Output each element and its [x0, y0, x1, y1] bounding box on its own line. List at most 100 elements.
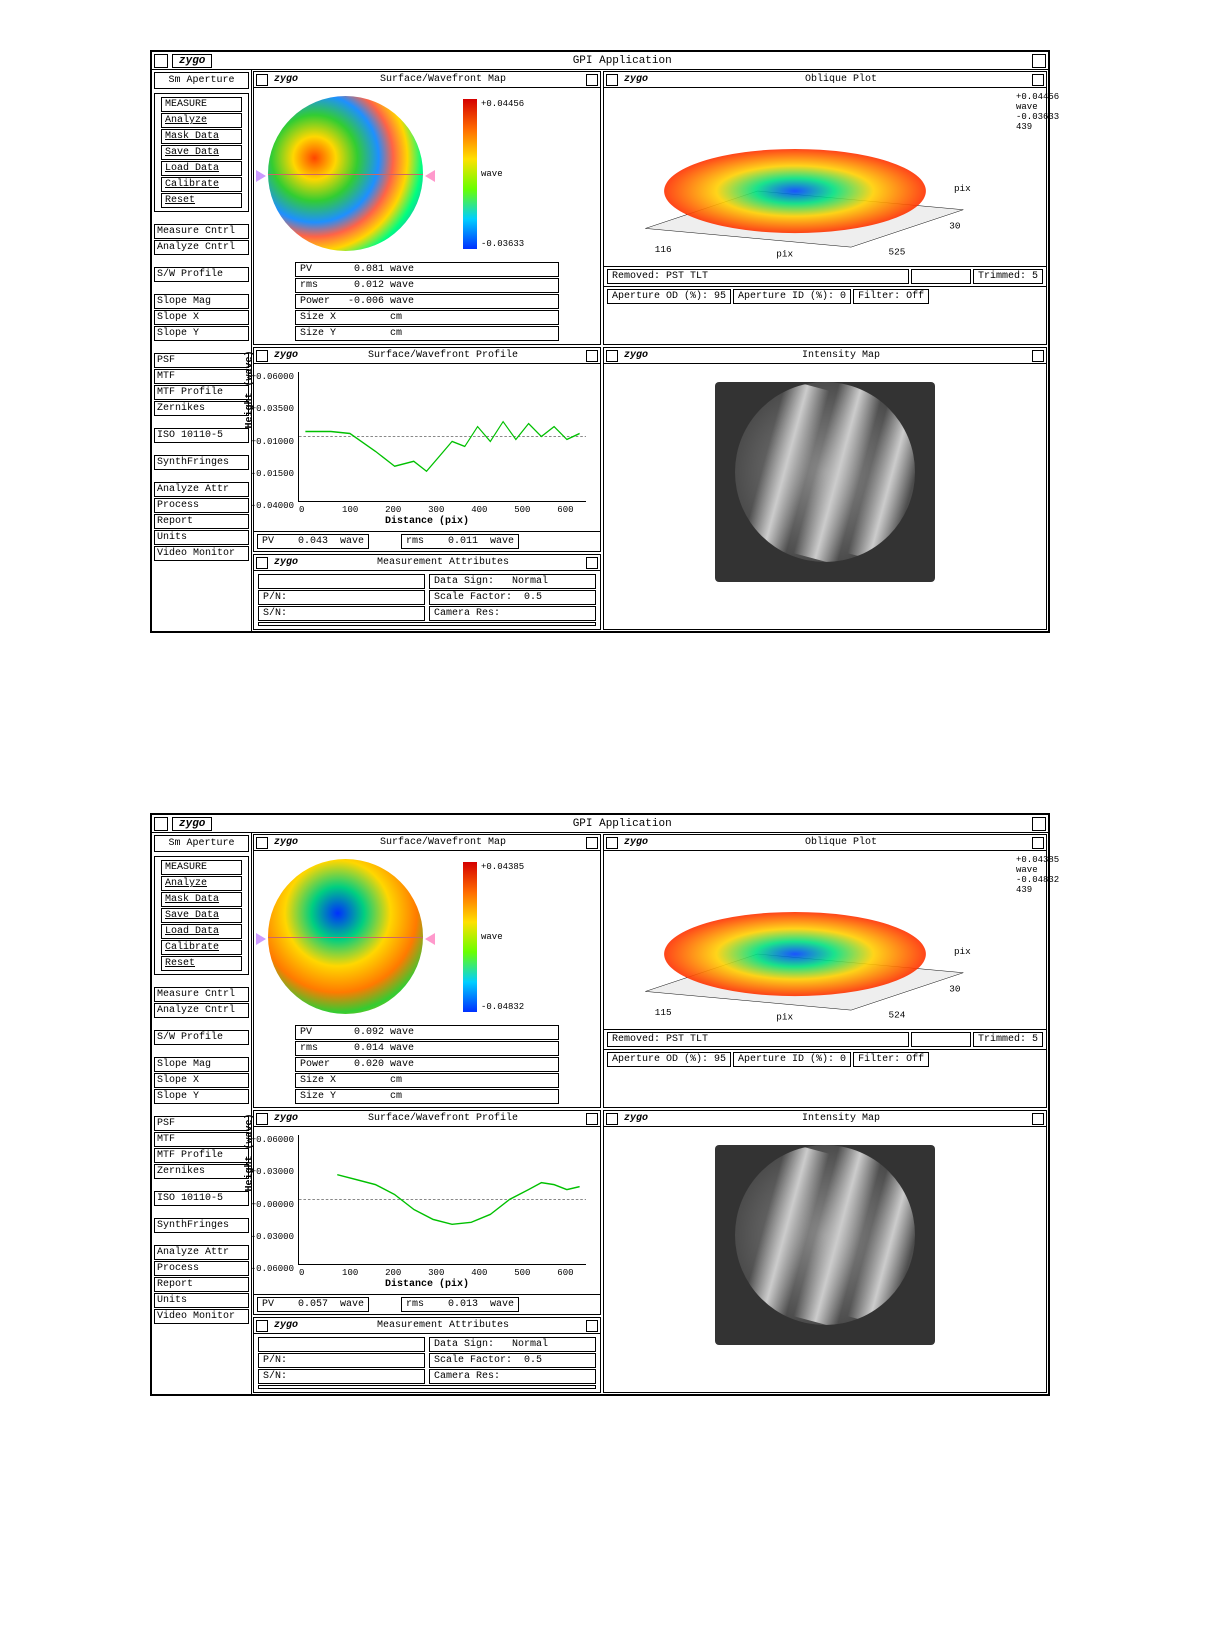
window-menu-icon[interactable]: [154, 817, 168, 831]
nav-mtf-profile[interactable]: MTF Profile: [154, 1148, 249, 1163]
panel-max-icon[interactable]: [586, 74, 598, 86]
panel-max-icon[interactable]: [1032, 350, 1044, 362]
panel-menu-icon[interactable]: [256, 1113, 268, 1125]
slider-left-icon[interactable]: [256, 933, 266, 945]
intensity-image[interactable]: [715, 382, 935, 582]
nav-process[interactable]: Process: [154, 498, 249, 513]
panel-max-icon[interactable]: [586, 837, 598, 849]
nav-mtf[interactable]: MTF: [154, 1132, 249, 1147]
panel-menu-icon[interactable]: [256, 837, 268, 849]
nav-measure-cntrl[interactable]: Measure Cntrl: [154, 224, 249, 239]
nav-slope-x[interactable]: Slope X: [154, 1073, 249, 1088]
oblique-3d-view[interactable]: 116 pix 525 30 pix: [608, 92, 982, 262]
nav-slope-mag[interactable]: Slope Mag: [154, 294, 249, 309]
window-max-icon[interactable]: [1032, 54, 1046, 68]
slider-left-icon[interactable]: [256, 170, 266, 182]
nav-iso-10110-5[interactable]: ISO 10110-5: [154, 1191, 249, 1206]
panel-max-icon[interactable]: [1032, 1113, 1044, 1125]
profile-chart[interactable]: +0.06000+0.03500+0.01000-0.01500-0.04000…: [298, 372, 586, 502]
nav-measure-cntrl[interactable]: Measure Cntrl: [154, 987, 249, 1002]
nav-analyze-attr[interactable]: Analyze Attr: [154, 482, 249, 497]
nav-process[interactable]: Process: [154, 1261, 249, 1276]
slider-right-icon[interactable]: [425, 170, 435, 182]
panel-max-icon[interactable]: [586, 350, 598, 362]
nav-slope-x[interactable]: Slope X: [154, 310, 249, 325]
nav-iso-10110-5[interactable]: ISO 10110-5: [154, 428, 249, 443]
panel-menu-icon[interactable]: [256, 350, 268, 362]
nav-units[interactable]: Units: [154, 1293, 249, 1308]
nav-analyze-cntrl[interactable]: Analyze Cntrl: [154, 1003, 249, 1018]
nav-psf[interactable]: PSF: [154, 353, 249, 368]
action-load-data[interactable]: Load Data: [161, 924, 242, 939]
nav-analyze-cntrl[interactable]: Analyze Cntrl: [154, 240, 249, 255]
nav-synthfringes[interactable]: SynthFringes: [154, 1218, 249, 1233]
attr-blank1[interactable]: [258, 1337, 425, 1352]
panel-menu-icon[interactable]: [256, 1320, 268, 1332]
panel-max-icon[interactable]: [586, 557, 598, 569]
nav-mtf-profile[interactable]: MTF Profile: [154, 385, 249, 400]
action-mask-data[interactable]: Mask Data: [161, 892, 242, 907]
zygo-logo: zygo: [270, 1320, 302, 1331]
action-mask-data[interactable]: Mask Data: [161, 129, 242, 144]
action-analyze[interactable]: Analyze: [161, 113, 242, 128]
action-analyze[interactable]: Analyze: [161, 876, 242, 891]
profile-title: Surface/Wavefront Profile: [302, 350, 584, 361]
nav-psf[interactable]: PSF: [154, 1116, 249, 1131]
panel-menu-icon[interactable]: [606, 350, 618, 362]
nav-slope-y[interactable]: Slope Y: [154, 326, 249, 341]
nav-s-w-profile[interactable]: S/W Profile: [154, 1030, 249, 1045]
panel-menu-icon[interactable]: [606, 837, 618, 849]
comment-field[interactable]: [258, 1385, 596, 1389]
window-menu-icon[interactable]: [154, 54, 168, 68]
intensity-image[interactable]: [715, 1145, 935, 1345]
sn-field[interactable]: S/N:: [258, 1369, 425, 1384]
comment-field[interactable]: [258, 622, 596, 626]
action-measure[interactable]: MEASURE: [161, 97, 242, 112]
profile-chart[interactable]: +0.06000+0.03000+0.00000-0.03000-0.06000…: [298, 1135, 586, 1265]
pn-field[interactable]: P/N:: [258, 590, 425, 605]
oblique-3d-view[interactable]: 115 pix 524 30 pix: [608, 855, 982, 1025]
nav-units[interactable]: Units: [154, 530, 249, 545]
pn-field[interactable]: P/N:: [258, 1353, 425, 1368]
panel-max-icon[interactable]: [1032, 837, 1044, 849]
sn-field[interactable]: S/N:: [258, 606, 425, 621]
nav-zernikes[interactable]: Zernikes: [154, 1164, 249, 1179]
nav-zernikes[interactable]: Zernikes: [154, 401, 249, 416]
nav-synthfringes[interactable]: SynthFringes: [154, 455, 249, 470]
attr-blank1[interactable]: [258, 574, 425, 589]
nav-video-monitor[interactable]: Video Monitor: [154, 1309, 249, 1324]
colorbar-labels: +0.04385wave-0.04832: [481, 862, 524, 1012]
nav-slope-mag[interactable]: Slope Mag: [154, 1057, 249, 1072]
surface-map-title: Surface/Wavefront Map: [302, 74, 584, 85]
nav-video-monitor[interactable]: Video Monitor: [154, 546, 249, 561]
nav-analyze-attr[interactable]: Analyze Attr: [154, 1245, 249, 1260]
nav-mtf[interactable]: MTF: [154, 369, 249, 384]
scale-factor-field: Scale Factor: 0.5: [429, 1353, 596, 1368]
nav-report[interactable]: Report: [154, 514, 249, 529]
action-load-data[interactable]: Load Data: [161, 161, 242, 176]
panel-menu-icon[interactable]: [606, 1113, 618, 1125]
action-save-data[interactable]: Save Data: [161, 145, 242, 160]
panel-max-icon[interactable]: [586, 1113, 598, 1125]
intensity-panel: zygo Intensity Map: [603, 347, 1047, 630]
oblique-plot-panel: zygo Oblique Plot 115 pix 524 30 pix +0.…: [603, 834, 1047, 1108]
action-measure[interactable]: MEASURE: [161, 860, 242, 875]
nav-s-w-profile[interactable]: S/W Profile: [154, 267, 249, 282]
nav-report[interactable]: Report: [154, 1277, 249, 1292]
action-calibrate[interactable]: Calibrate: [161, 177, 242, 192]
slider-right-icon[interactable]: [425, 933, 435, 945]
panel-menu-icon[interactable]: [256, 557, 268, 569]
action-reset[interactable]: Reset: [161, 956, 242, 971]
panel-max-icon[interactable]: [586, 1320, 598, 1332]
panel-menu-icon[interactable]: [606, 74, 618, 86]
action-reset[interactable]: Reset: [161, 193, 242, 208]
stat-power: Power0.020wave: [295, 1057, 559, 1072]
wavefront-circle[interactable]: [268, 859, 423, 1014]
action-save-data[interactable]: Save Data: [161, 908, 242, 923]
nav-slope-y[interactable]: Slope Y: [154, 1089, 249, 1104]
panel-menu-icon[interactable]: [256, 74, 268, 86]
wavefront-circle[interactable]: [268, 96, 423, 251]
window-max-icon[interactable]: [1032, 817, 1046, 831]
action-calibrate[interactable]: Calibrate: [161, 940, 242, 955]
panel-max-icon[interactable]: [1032, 74, 1044, 86]
